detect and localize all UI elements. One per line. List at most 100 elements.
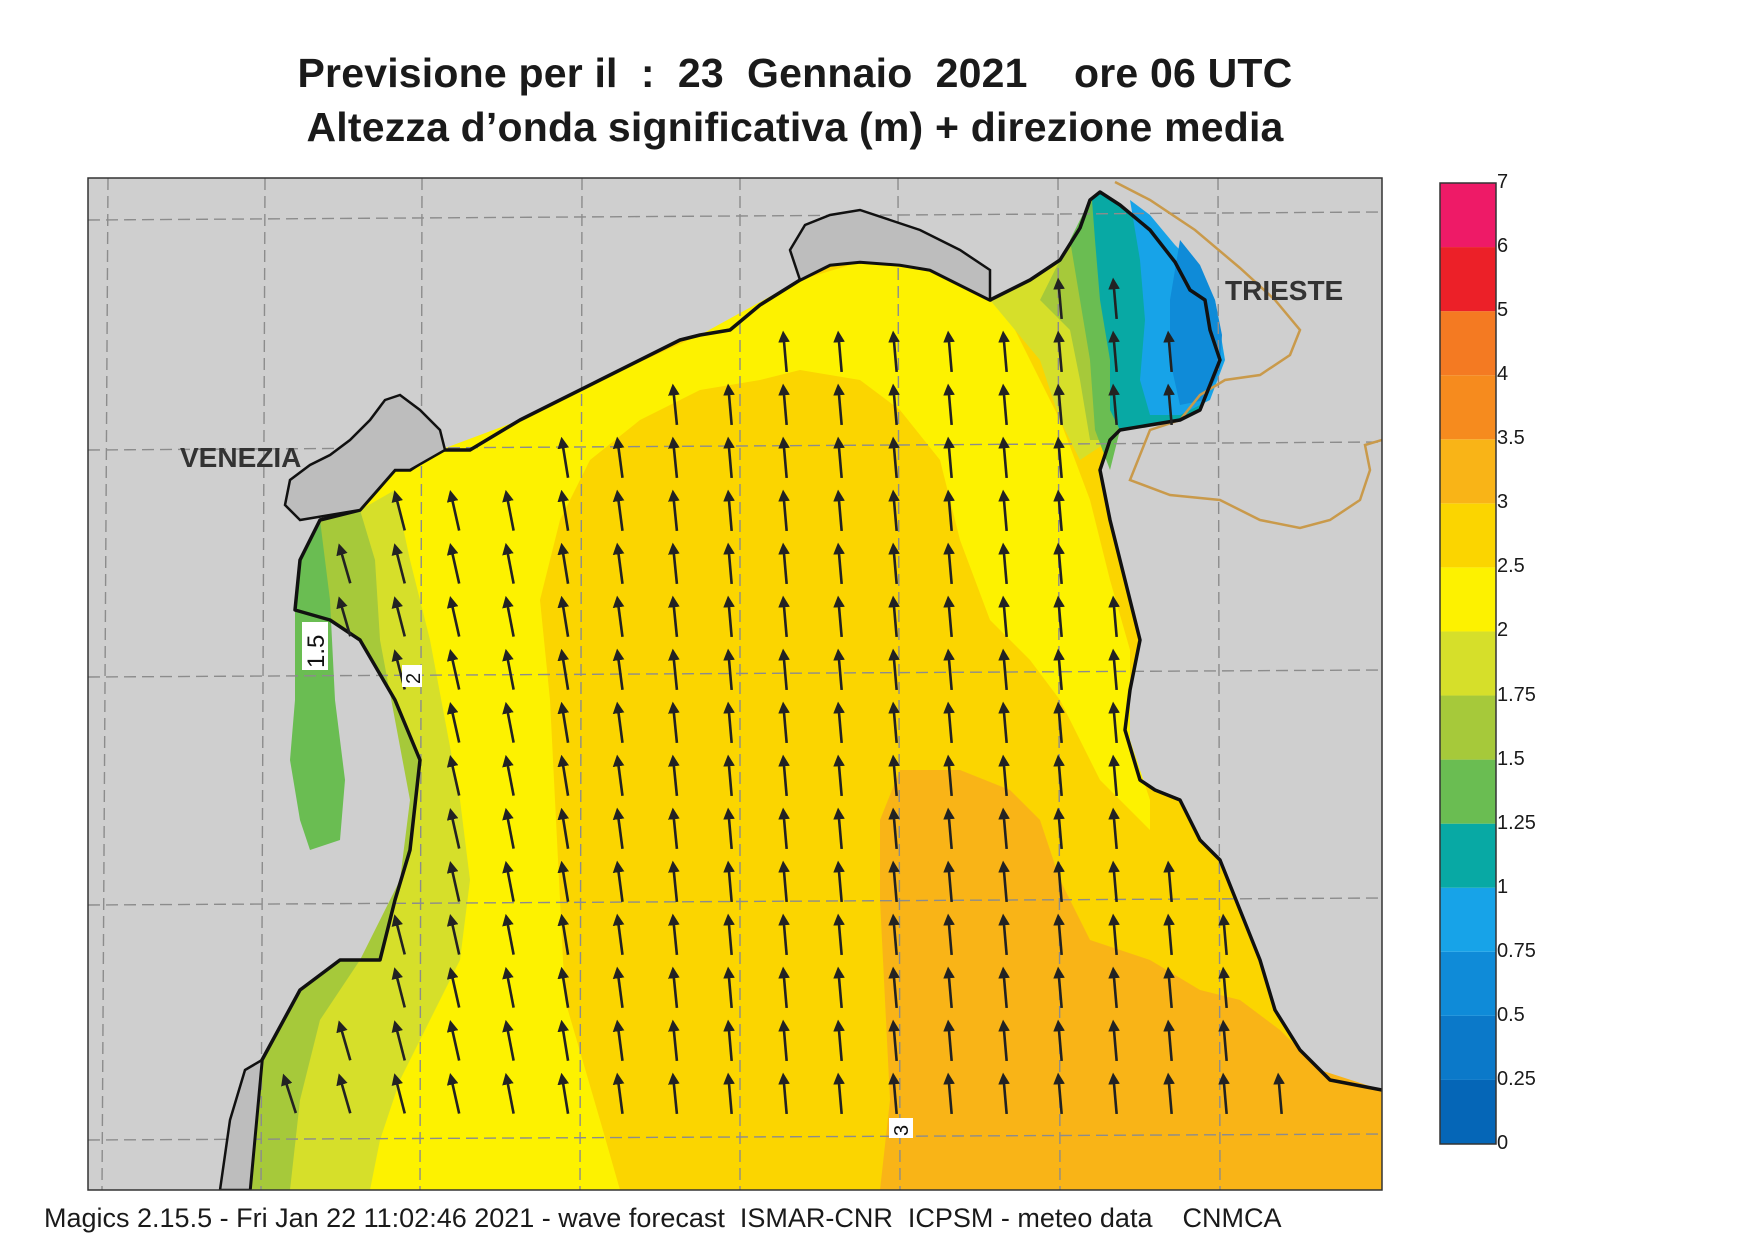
wave-direction-arrow [723,489,735,532]
wave-direction-arrow [557,436,570,478]
colour-scale-label: 0 [1497,1132,1509,1154]
wave-direction-arrow [502,860,515,902]
colour-scale-label: 7 [1497,171,1509,193]
wave-direction-arrow [502,542,515,584]
wave-direction-arrow [1163,1072,1175,1115]
wave-direction-arrow [888,1072,900,1115]
wave-band-ne-0.5-0.75 [1170,240,1222,405]
svg-text:3: 3 [891,1125,913,1136]
wave-direction-arrow [943,330,955,373]
wave-direction-arrow [998,383,1010,426]
wave-direction-arrow [943,807,955,850]
wave-direction-arrow [998,1019,1010,1062]
wave-direction-arrow [1053,913,1065,956]
wave-direction-arrow [1053,383,1065,426]
wave-direction-arrow [998,701,1010,744]
wave-direction-arrow [612,489,625,532]
wave-direction-arrow [502,701,515,743]
wave-direction-arrow [1108,277,1120,320]
wave-direction-arrow [336,1020,352,1061]
wave-direction-arrow [778,542,790,585]
wave-direction-arrow [446,967,461,1008]
colour-scale-swatch [1440,503,1496,568]
wave-direction-arrow [612,542,625,585]
wave-direction-arrow [943,1072,955,1115]
wave-direction-arrow [446,914,461,955]
national-border [1114,180,1382,530]
wave-direction-arrow [446,861,461,902]
wave-direction-arrow [1108,595,1120,638]
contour-label-1.5: 1.5 [302,622,330,670]
wave-direction-arrow [502,489,515,531]
colour-scale-label: 1.25 [1497,811,1536,834]
map-title-line-1: Previsione per il : 23 Gennaio 2021 ore … [297,50,1293,96]
wave-direction-arrow [888,1019,900,1062]
wave-direction-arrow [998,966,1010,1009]
wave-direction-arrow [998,595,1010,638]
wave-direction-arrow [557,754,570,796]
wave-direction-arrow [502,1019,515,1061]
wave-direction-arrow [1108,648,1120,691]
wave-direction-arrow [1108,1019,1120,1062]
wave-direction-arrow [446,702,461,743]
wave-direction-arrow [612,1072,625,1115]
wave-direction-arrow [723,1072,735,1115]
wave-direction-arrow [1053,595,1065,638]
colour-scale-bar [1439,182,1497,1145]
colour-scale-swatch [1440,823,1496,888]
wave-direction-arrow [1218,913,1230,956]
wave-direction-arrow [668,1072,680,1115]
wave-direction-arrow [943,595,955,638]
wave-direction-arrow [612,860,625,903]
wave-direction-arrow [943,1019,955,1062]
wave-direction-arrow [778,754,790,797]
wave-direction-arrow [557,1019,570,1061]
wave-direction-arrow [833,913,845,956]
wave-direction-arrow [1163,913,1175,956]
wave-direction-arrow [391,490,406,531]
wave-direction-arrow [502,754,515,796]
colour-scale-swatch [1440,439,1496,504]
wave-direction-arrow [1108,701,1120,744]
colour-scale-swatch [1440,567,1496,632]
wave-direction-arrow [723,542,735,585]
colour-scale-label: 5 [1497,299,1509,322]
wave-direction-arrow [833,595,845,638]
wave-direction-arrow [888,807,900,850]
wave-direction-arrow [943,383,955,426]
wave-direction-arrow [502,807,515,849]
wave-direction-arrow [391,1073,406,1114]
wave-direction-arrow [612,436,625,479]
wave-direction-arrow [1053,860,1065,903]
wave-direction-arrow [888,701,900,744]
wave-direction-arrow [778,330,790,373]
colour-scale-swatch [1440,1015,1496,1080]
wave-direction-arrow [1053,648,1065,691]
wave-direction-arrow [943,754,955,797]
wave-direction-arrow [1163,330,1175,373]
wave-direction-arrow [446,1020,461,1061]
wave-direction-arrow [778,966,790,1009]
wave-direction-arrow [668,860,680,903]
wave-direction-arrow [612,648,625,691]
colour-scale-swatch [1440,951,1496,1016]
wave-direction-arrow [612,754,625,797]
wave-direction-arrow [612,1019,625,1062]
wave-direction-arrow [888,542,900,585]
wave-direction-arrow [998,913,1010,956]
wave-direction-arrow [612,966,625,1009]
wave-direction-arrow [998,489,1010,532]
wave-direction-arrow [833,754,845,797]
wave-direction-arrow [1108,966,1120,1009]
wave-direction-arrow [668,754,680,797]
colour-scale-label: 4 [1497,363,1509,386]
wave-direction-arrow [723,860,735,903]
wave-direction-arrow [1053,277,1065,320]
map-body [88,178,1382,1190]
colour-scale-label: 3 [1497,491,1509,514]
wave-direction-arrow [833,701,845,744]
wave-direction-arrow [723,701,735,744]
wave-direction-arrow [833,436,845,479]
wave-direction-arrow [1163,966,1175,1009]
